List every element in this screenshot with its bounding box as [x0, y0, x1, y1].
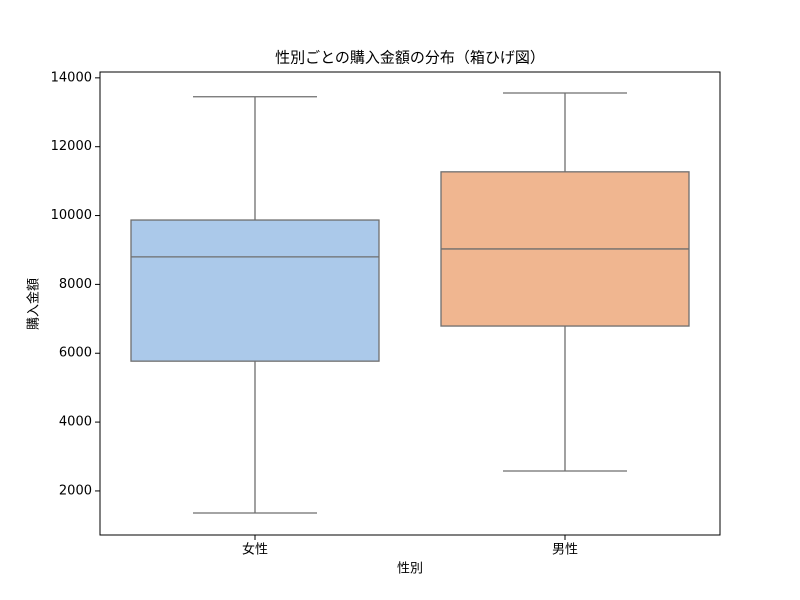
x-tick-label: 男性 — [552, 543, 578, 558]
y-tick-label: 8000 — [59, 277, 92, 292]
x-axis-label: 性別 — [397, 562, 423, 577]
x-tick-label: 女性 — [242, 542, 268, 558]
y-axis-label: 購入金額 — [26, 278, 42, 330]
y-tick-label: 12000 — [51, 139, 92, 154]
plot-frame — [99, 71, 721, 536]
y-tick-label: 4000 — [59, 415, 92, 430]
chart-title: 性別ごとの購入金額の分布（箱ひげ図） — [275, 49, 545, 67]
y-tick-label: 2000 — [59, 483, 92, 498]
y-tick-label: 6000 — [59, 346, 92, 361]
box — [130, 219, 380, 362]
y-tick-label: 10000 — [51, 208, 92, 223]
y-tick-label: 14000 — [51, 70, 92, 85]
